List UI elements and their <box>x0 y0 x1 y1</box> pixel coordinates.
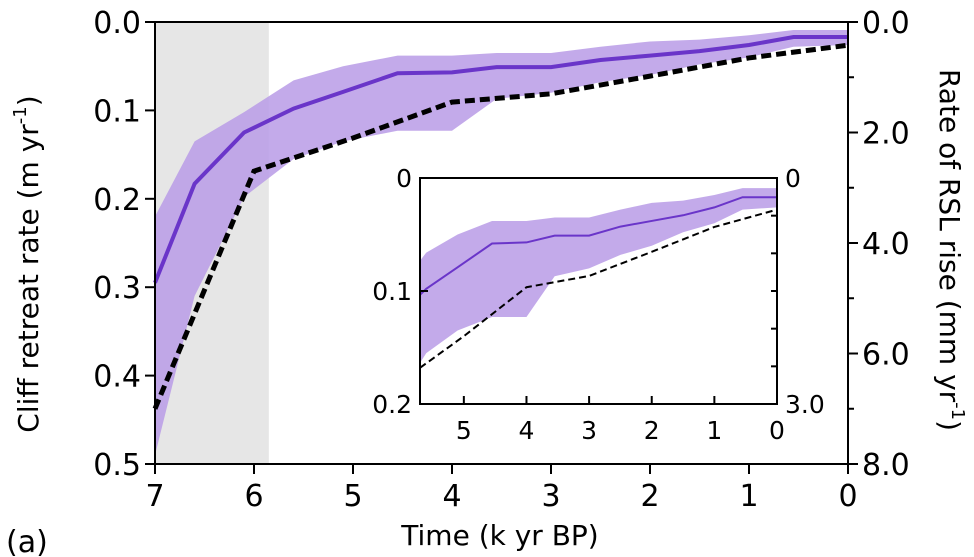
x-axis-label: Time (k yr BP) <box>400 519 598 552</box>
inset-x-tick-label: 4 <box>519 416 535 445</box>
main-plot: 7 6 5 4 3 2 1 0 0.0 0.1 0.2 0.3 0.4 0.5 0.0 2.0 4.0 6.0… <box>93 6 909 514</box>
y-left-tick-label: 0.4 <box>93 360 141 395</box>
y-right-tick-label: 0.0 <box>862 6 910 41</box>
inset-y-left-ticks: 0 0.1 0.2 <box>372 164 428 419</box>
y-left-tick-label: 0.1 <box>93 94 141 129</box>
inset-cliff-retreat-line <box>419 196 777 296</box>
inset-x-tick-label: 2 <box>644 416 660 445</box>
y-left-axis-label: Cliff retreat rate (m yr-1) <box>10 95 45 432</box>
y-right-tick-label: 2.0 <box>862 117 910 152</box>
x-tick-label: 3 <box>541 479 560 514</box>
y-right-tick-label: 8.0 <box>862 448 910 483</box>
x-tick-label: 2 <box>640 479 659 514</box>
y-right-tick-label: 4.0 <box>862 227 910 262</box>
x-tick-label: 1 <box>739 479 758 514</box>
inset-y-right-tick-label: 3.0 <box>785 390 825 419</box>
inset-x-tick-label: 3 <box>581 416 597 445</box>
y-left-tick-label: 0.0 <box>93 6 141 41</box>
inset-rsl-rise-line <box>419 208 778 369</box>
y-left-tick-label: 0.5 <box>93 448 141 483</box>
inset-y-left-tick-label: 0 <box>396 164 412 193</box>
x-ticks: 7 6 5 4 3 2 1 0 <box>145 464 858 514</box>
y-left-tick-label: 0.2 <box>93 183 141 218</box>
y-right-ticks: 0.0 2.0 4.0 6.0 8.0 <box>848 6 910 483</box>
x-tick-label: 6 <box>244 479 263 514</box>
y-right-axis-label: Rate of RSL rise (mm yr-1) <box>933 69 968 431</box>
y-right-tick-label: 6.0 <box>862 338 910 373</box>
inset-uncertainty-band <box>420 188 777 363</box>
inset-x-tick-label: 0 <box>769 416 785 445</box>
y-left-tick-label: 0.3 <box>93 271 141 306</box>
rsl-rise-line <box>152 42 849 410</box>
x-tick-label: 7 <box>145 479 164 514</box>
x-tick-label: 5 <box>343 479 362 514</box>
inset-y-left-tick-label: 0.2 <box>372 390 412 419</box>
inset-x-ticks: 5 4 3 2 1 0 <box>456 396 785 445</box>
inset-x-tick-label: 1 <box>706 416 722 445</box>
inset-y-left-tick-label: 0.1 <box>372 277 412 306</box>
inset-y-right-ticks: 03.0 <box>769 164 825 419</box>
y-left-ticks: 0.0 0.1 0.2 0.3 0.4 0.5 <box>93 6 155 483</box>
inset-y-right-tick-label: 0 <box>785 164 801 193</box>
inset-x-tick-label: 5 <box>456 416 472 445</box>
panel-label: (a) <box>6 525 48 557</box>
cliff-retreat-line <box>153 35 848 284</box>
x-tick-label: 0 <box>838 479 857 514</box>
uncertainty-band <box>155 29 848 456</box>
x-tick-label: 4 <box>442 479 461 514</box>
